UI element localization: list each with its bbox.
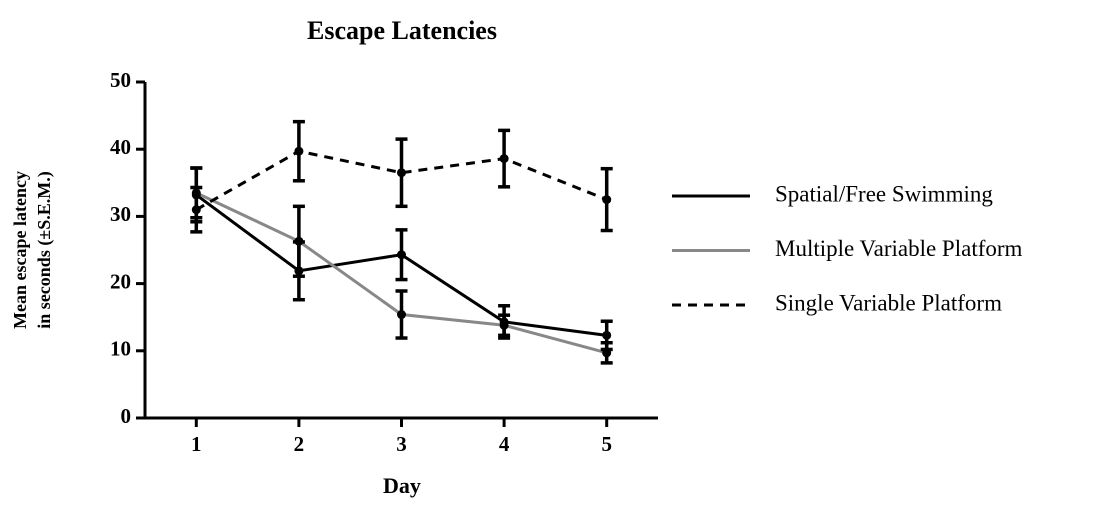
x-tick-label: 5 — [601, 432, 612, 456]
marker — [397, 310, 406, 320]
y-tick-label: 20 — [110, 269, 131, 293]
marker — [294, 236, 304, 246]
marker — [602, 195, 612, 205]
marker — [602, 348, 612, 358]
y-tick-label: 0 — [121, 404, 132, 428]
legend-label: Single Variable Platform — [775, 290, 1002, 315]
y-tick-label: 40 — [110, 135, 131, 159]
y-axis-label: in seconds (±S.E.M.) — [34, 171, 55, 328]
x-axis-label: Day — [383, 473, 421, 498]
y-tick-label: 10 — [110, 337, 131, 361]
x-tick-label: 1 — [191, 432, 202, 456]
chart-title: Escape Latencies — [307, 16, 497, 45]
marker — [499, 154, 509, 164]
y-tick-label: 30 — [110, 202, 131, 226]
y-axis-label: Mean escape latency — [10, 171, 30, 329]
legend-label: Multiple Variable Platform — [775, 236, 1023, 261]
legend-label: Spatial/Free Swimming — [775, 181, 993, 206]
marker — [397, 168, 406, 178]
marker — [191, 205, 201, 215]
x-tick-label: 4 — [499, 432, 510, 456]
marker — [397, 250, 406, 260]
y-tick-label: 50 — [110, 68, 131, 92]
x-tick-label: 2 — [294, 432, 305, 456]
marker — [602, 330, 612, 340]
marker — [499, 320, 509, 330]
x-tick-label: 3 — [396, 432, 407, 456]
marker — [294, 146, 304, 156]
